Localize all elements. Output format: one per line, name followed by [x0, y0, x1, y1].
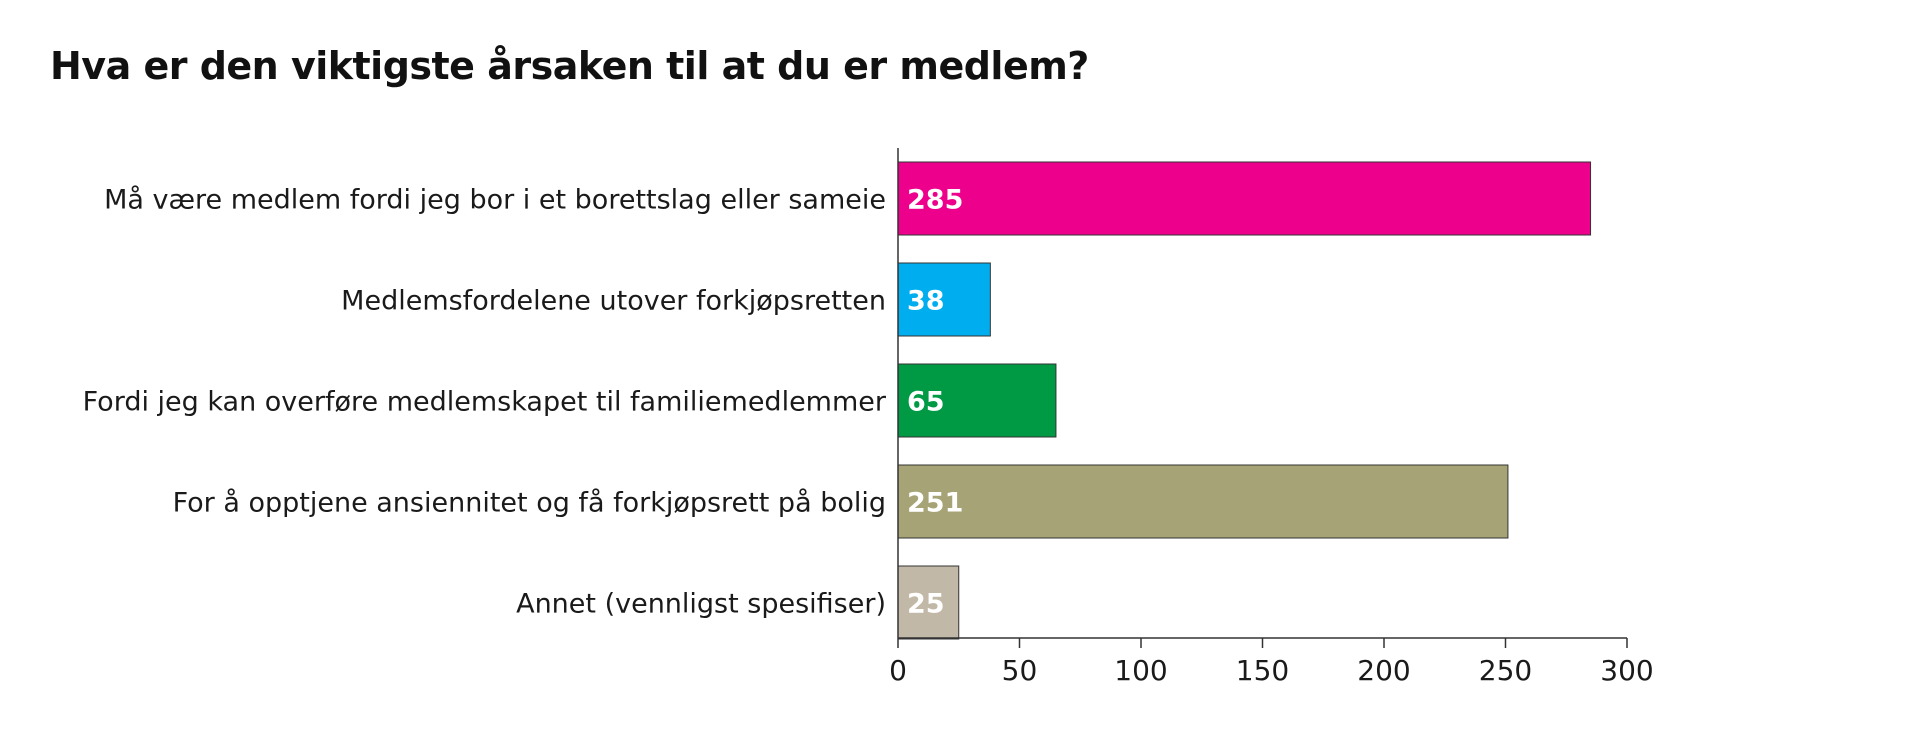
category-label-2: Medlemsfordelene utover forkjøpsretten — [341, 286, 886, 317]
category-labels: Må være medlem fordi jeg bor i et borett… — [83, 185, 887, 620]
x-axis: 0 50 100 150 200 250 300 — [889, 148, 1654, 687]
x-tick-label-300: 300 — [1600, 654, 1653, 687]
x-tick-label-200: 200 — [1357, 654, 1410, 687]
x-tick-label-250: 250 — [1479, 654, 1532, 687]
bar-1 — [897, 161, 1592, 236]
category-label-5: Annet (vennligst spesifiser) — [516, 589, 886, 620]
bar-5 — [897, 565, 960, 640]
bar-2 — [897, 262, 991, 337]
x-tick-label-50: 50 — [1002, 654, 1038, 687]
category-label-1: Må være medlem fordi jeg bor i et borett… — [104, 185, 886, 216]
bar-value-label-4: 251 — [907, 488, 963, 519]
category-label-3: Fordi jeg kan overføre medlemskapet til … — [83, 387, 887, 418]
bars-layer: 285 38 65 251 25 — [897, 161, 1592, 640]
x-tick-label-100: 100 — [1114, 654, 1167, 687]
bar-3 — [897, 363, 1057, 438]
chart-title: Hva er den viktigste årsaken til at du e… — [50, 44, 1089, 88]
x-tick-label-0: 0 — [889, 654, 907, 687]
x-tick-label-150: 150 — [1236, 654, 1289, 687]
bar-value-label-1: 285 — [907, 185, 963, 216]
bar-value-label-5: 25 — [907, 589, 945, 620]
bar-4 — [897, 464, 1509, 539]
category-label-4: For å opptjene ansiennitet og få forkjøp… — [173, 488, 886, 519]
bar-value-label-3: 65 — [907, 387, 945, 418]
bar-value-label-2: 38 — [907, 286, 945, 317]
